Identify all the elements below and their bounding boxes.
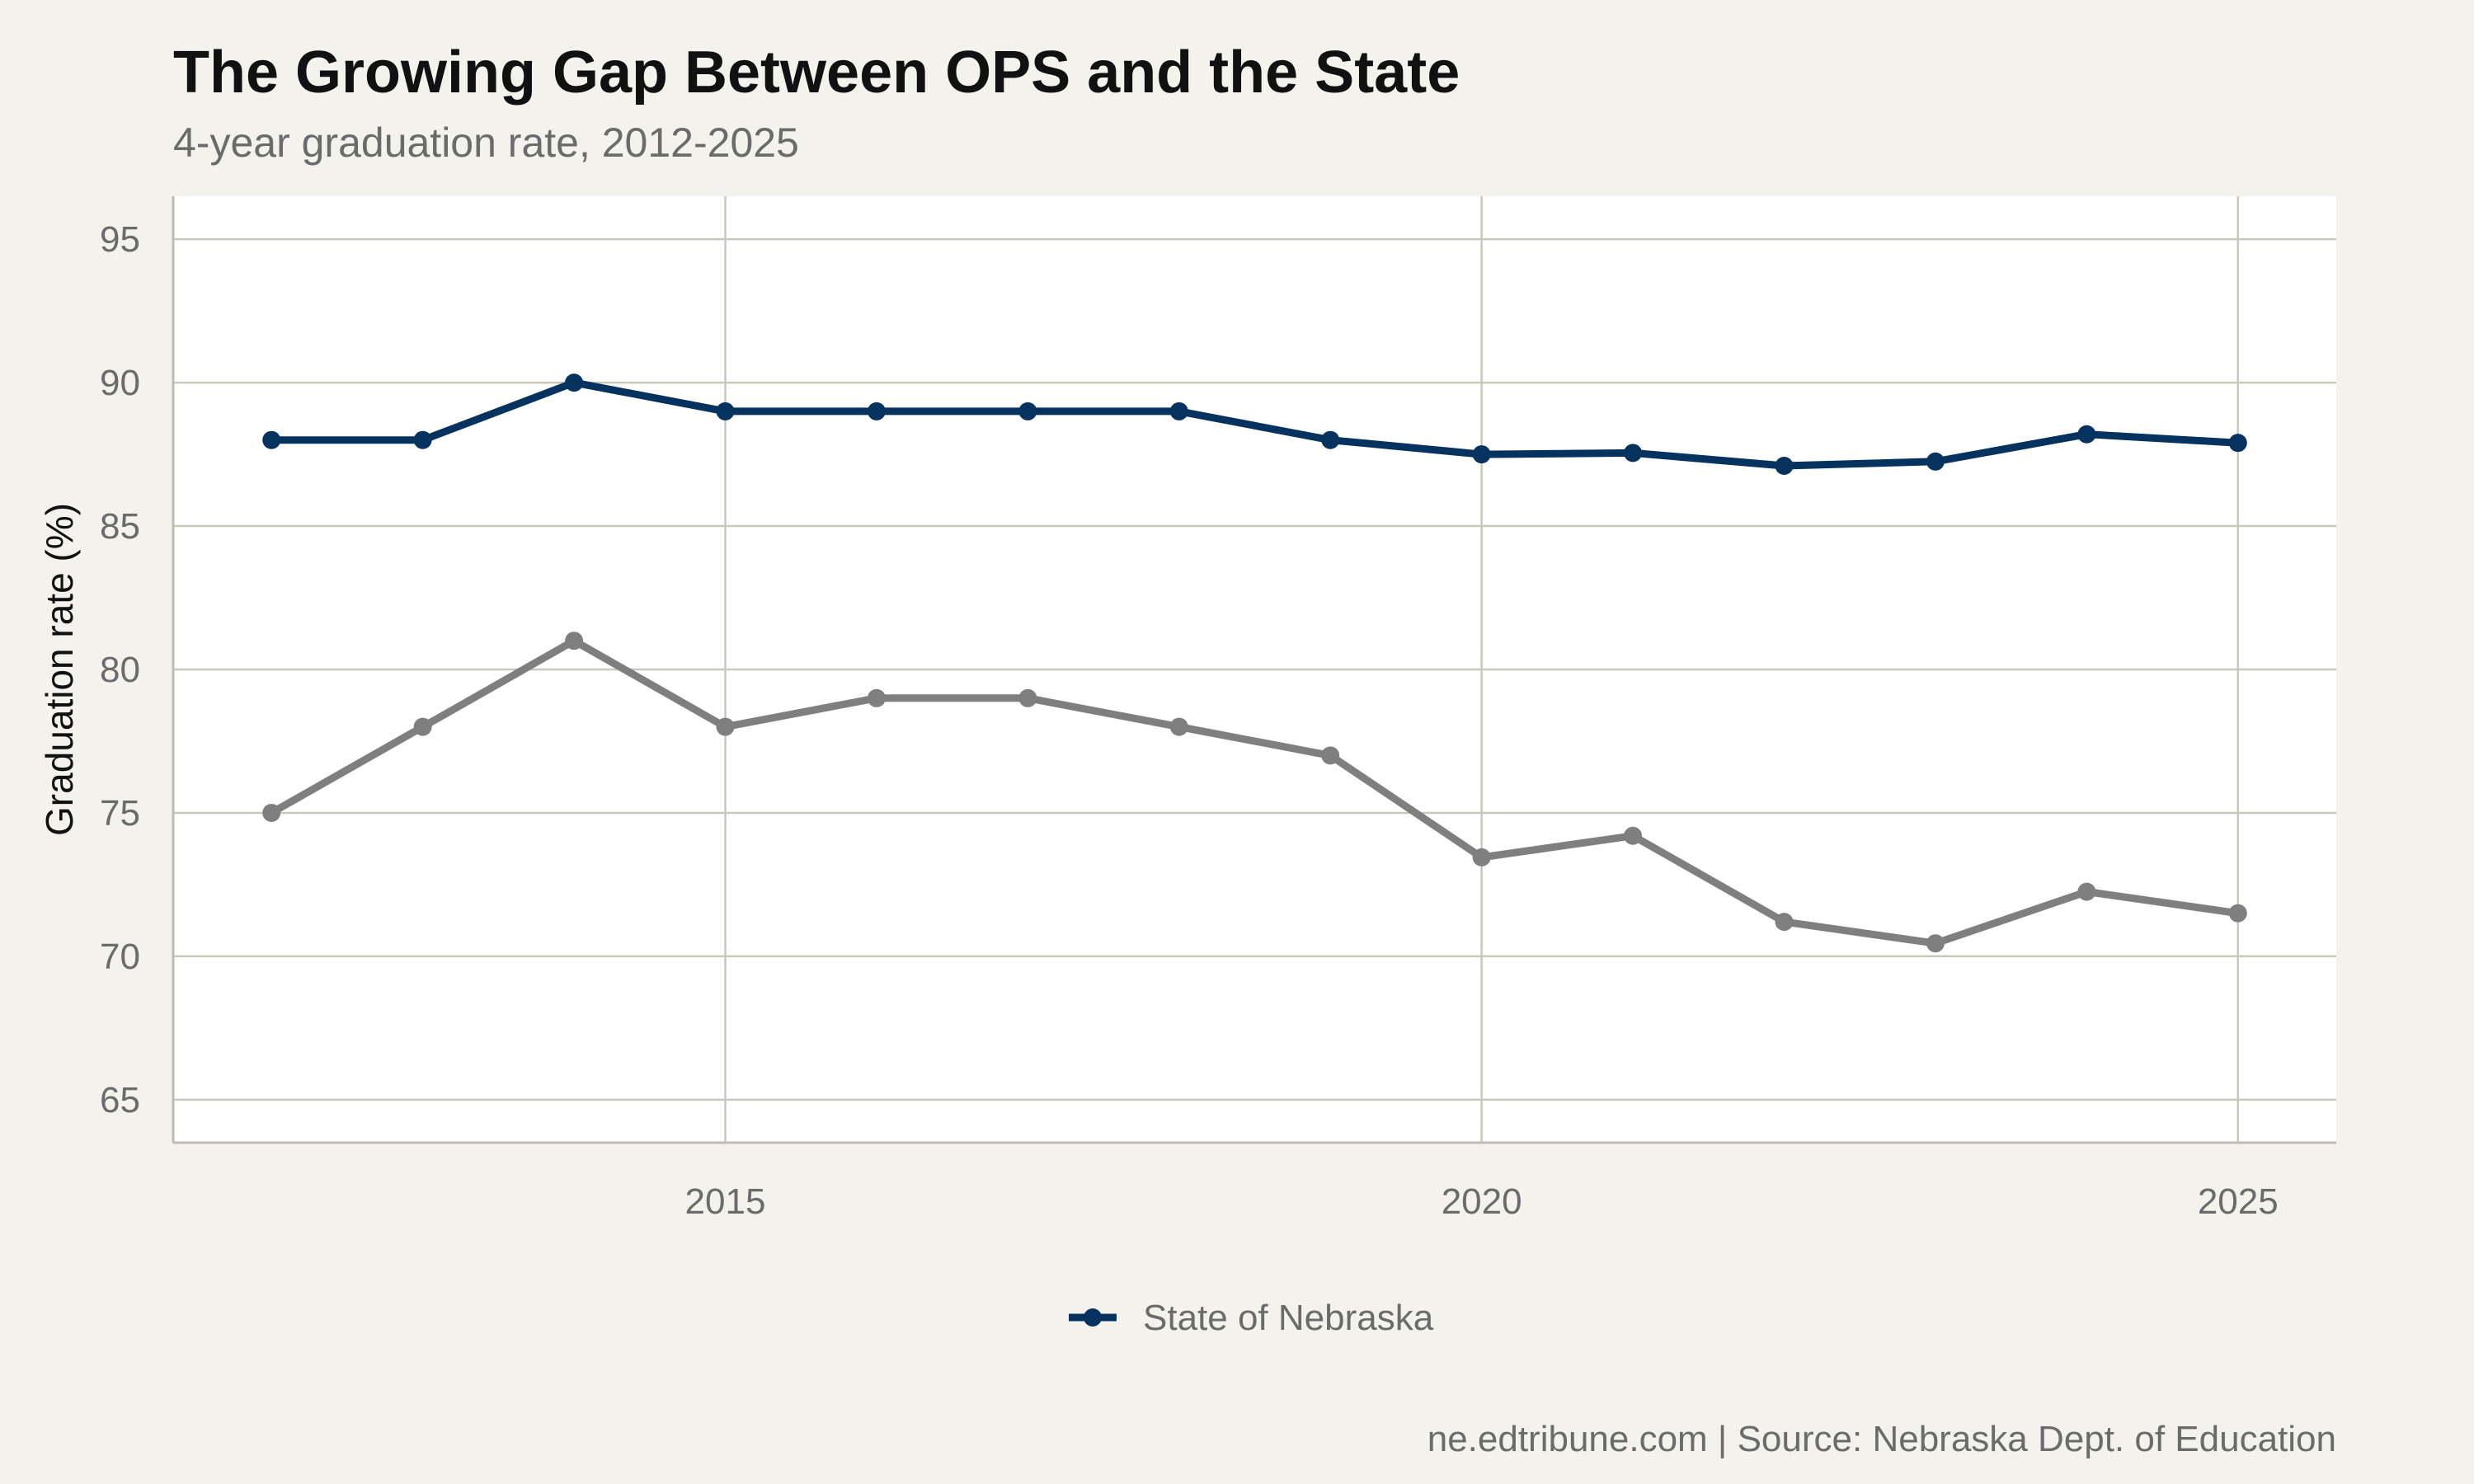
series-line bbox=[267, 378, 2242, 470]
data-point bbox=[1321, 746, 1340, 765]
y-tick-label: 65 bbox=[100, 1080, 140, 1120]
series-unlabeled bbox=[262, 632, 2247, 953]
data-point bbox=[2077, 425, 2096, 444]
y-tick-label: 70 bbox=[100, 937, 140, 977]
series-layer bbox=[262, 373, 2247, 953]
axes: 65 70 75 80 85 90 95 2015 2020 2025 bbox=[100, 196, 2336, 1222]
y-tick-label: 85 bbox=[100, 506, 140, 547]
data-point bbox=[413, 430, 432, 449]
data-point bbox=[867, 688, 886, 707]
y-tick-label: 75 bbox=[100, 793, 140, 834]
data-point bbox=[1775, 457, 1794, 476]
grid bbox=[173, 196, 2336, 1143]
data-point bbox=[1018, 402, 1037, 420]
data-point bbox=[1472, 445, 1491, 464]
y-axis-label: Graduation rate (%) bbox=[38, 503, 81, 836]
series-line bbox=[267, 636, 2242, 947]
data-point bbox=[565, 632, 584, 650]
data-point bbox=[262, 430, 281, 449]
y-tick-label: 90 bbox=[100, 363, 140, 403]
data-point bbox=[1926, 452, 1945, 471]
data-point bbox=[262, 803, 281, 822]
x-tick-label: 2015 bbox=[685, 1181, 766, 1222]
data-point bbox=[2228, 904, 2247, 923]
data-point bbox=[413, 717, 432, 736]
x-tick-label: 2025 bbox=[2198, 1181, 2279, 1222]
data-point bbox=[1775, 913, 1794, 932]
data-point bbox=[1926, 934, 1945, 953]
data-point bbox=[1018, 688, 1037, 707]
data-point bbox=[2228, 434, 2247, 453]
data-point bbox=[1624, 826, 1643, 845]
x-tick-label: 2020 bbox=[1442, 1181, 1522, 1222]
data-point bbox=[1169, 717, 1188, 736]
data-point bbox=[1472, 848, 1491, 866]
data-point bbox=[1321, 430, 1340, 449]
y-tick-label: 95 bbox=[100, 219, 140, 260]
data-point bbox=[1624, 444, 1643, 463]
data-point bbox=[565, 373, 584, 392]
data-point bbox=[716, 717, 735, 736]
legend-label: State of Nebraska bbox=[1143, 1298, 1434, 1338]
chart-title: The Growing Gap Between OPS and the Stat… bbox=[173, 40, 1460, 106]
series-state-of-nebraska bbox=[262, 373, 2247, 476]
data-point bbox=[716, 402, 735, 420]
legend: State of Nebraska bbox=[1069, 1298, 1434, 1338]
y-tick-label: 80 bbox=[100, 650, 140, 690]
chart-subtitle: 4-year graduation rate, 2012-2025 bbox=[173, 120, 799, 166]
data-point bbox=[1169, 402, 1188, 420]
chart-caption: ne.edtribune.com | Source: Nebraska Dept… bbox=[1427, 1419, 2336, 1459]
legend-key-point bbox=[1084, 1308, 1102, 1327]
data-point bbox=[2077, 882, 2096, 901]
data-point bbox=[867, 402, 886, 420]
